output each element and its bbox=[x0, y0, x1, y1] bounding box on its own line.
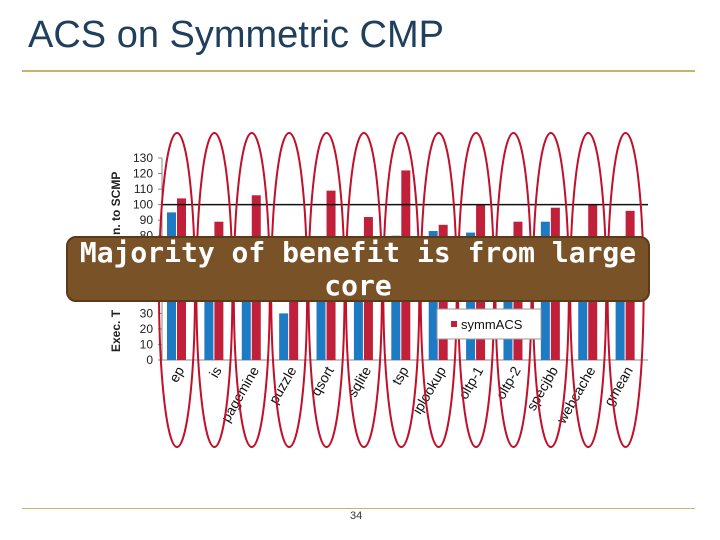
footer-rule bbox=[22, 508, 695, 509]
x-tick-label-gmean: gmean bbox=[601, 364, 636, 409]
bar-series-1-sqlite bbox=[353, 251, 363, 360]
y-tick-label: 0 bbox=[146, 353, 153, 367]
y-tick-label: 10 bbox=[140, 337, 154, 351]
callout-line-1: Majority of benefit is from large bbox=[79, 236, 637, 269]
x-tick-label-is: is bbox=[206, 364, 225, 381]
y-tick-label: 130 bbox=[133, 151, 153, 165]
y-tick-label: 30 bbox=[140, 306, 154, 320]
y-tick-label: 20 bbox=[140, 322, 154, 336]
callout-text: Majority of benefit is from large core bbox=[66, 236, 650, 302]
page-number: 34 bbox=[350, 510, 363, 522]
bar-series-1-oltp-2 bbox=[503, 248, 513, 360]
bar-series-1-pagemine bbox=[241, 266, 251, 360]
x-tick-label-ep: ep bbox=[166, 363, 188, 385]
y-tick-label: 110 bbox=[134, 182, 153, 196]
bar-series-1-puzzle bbox=[279, 313, 289, 360]
y-axis-label: Exec. T bbox=[109, 309, 123, 352]
y-tick-label: 120 bbox=[133, 167, 153, 181]
legend-label-symmacs: symmACS bbox=[461, 317, 523, 332]
x-tick-label-tsp: tsp bbox=[388, 363, 411, 387]
slide-title: ACS on Symmetric CMP bbox=[28, 14, 444, 56]
bar-symmacs-puzzle bbox=[289, 257, 299, 360]
y-tick-label: 90 bbox=[140, 213, 154, 227]
legend-swatch-symmacs bbox=[451, 321, 457, 327]
callout-line-2: core bbox=[324, 269, 392, 302]
x-tick-label-pagemine: pagemine bbox=[217, 363, 262, 424]
bar-series-1-qsort bbox=[316, 269, 326, 360]
title-rule bbox=[22, 70, 695, 72]
callout-box bbox=[66, 236, 650, 302]
y-axis-label-upper: n. to SCMP bbox=[109, 172, 123, 235]
y-tick-label: 100 bbox=[133, 198, 153, 212]
x-tick-label-puzzle: puzzle bbox=[265, 363, 299, 406]
